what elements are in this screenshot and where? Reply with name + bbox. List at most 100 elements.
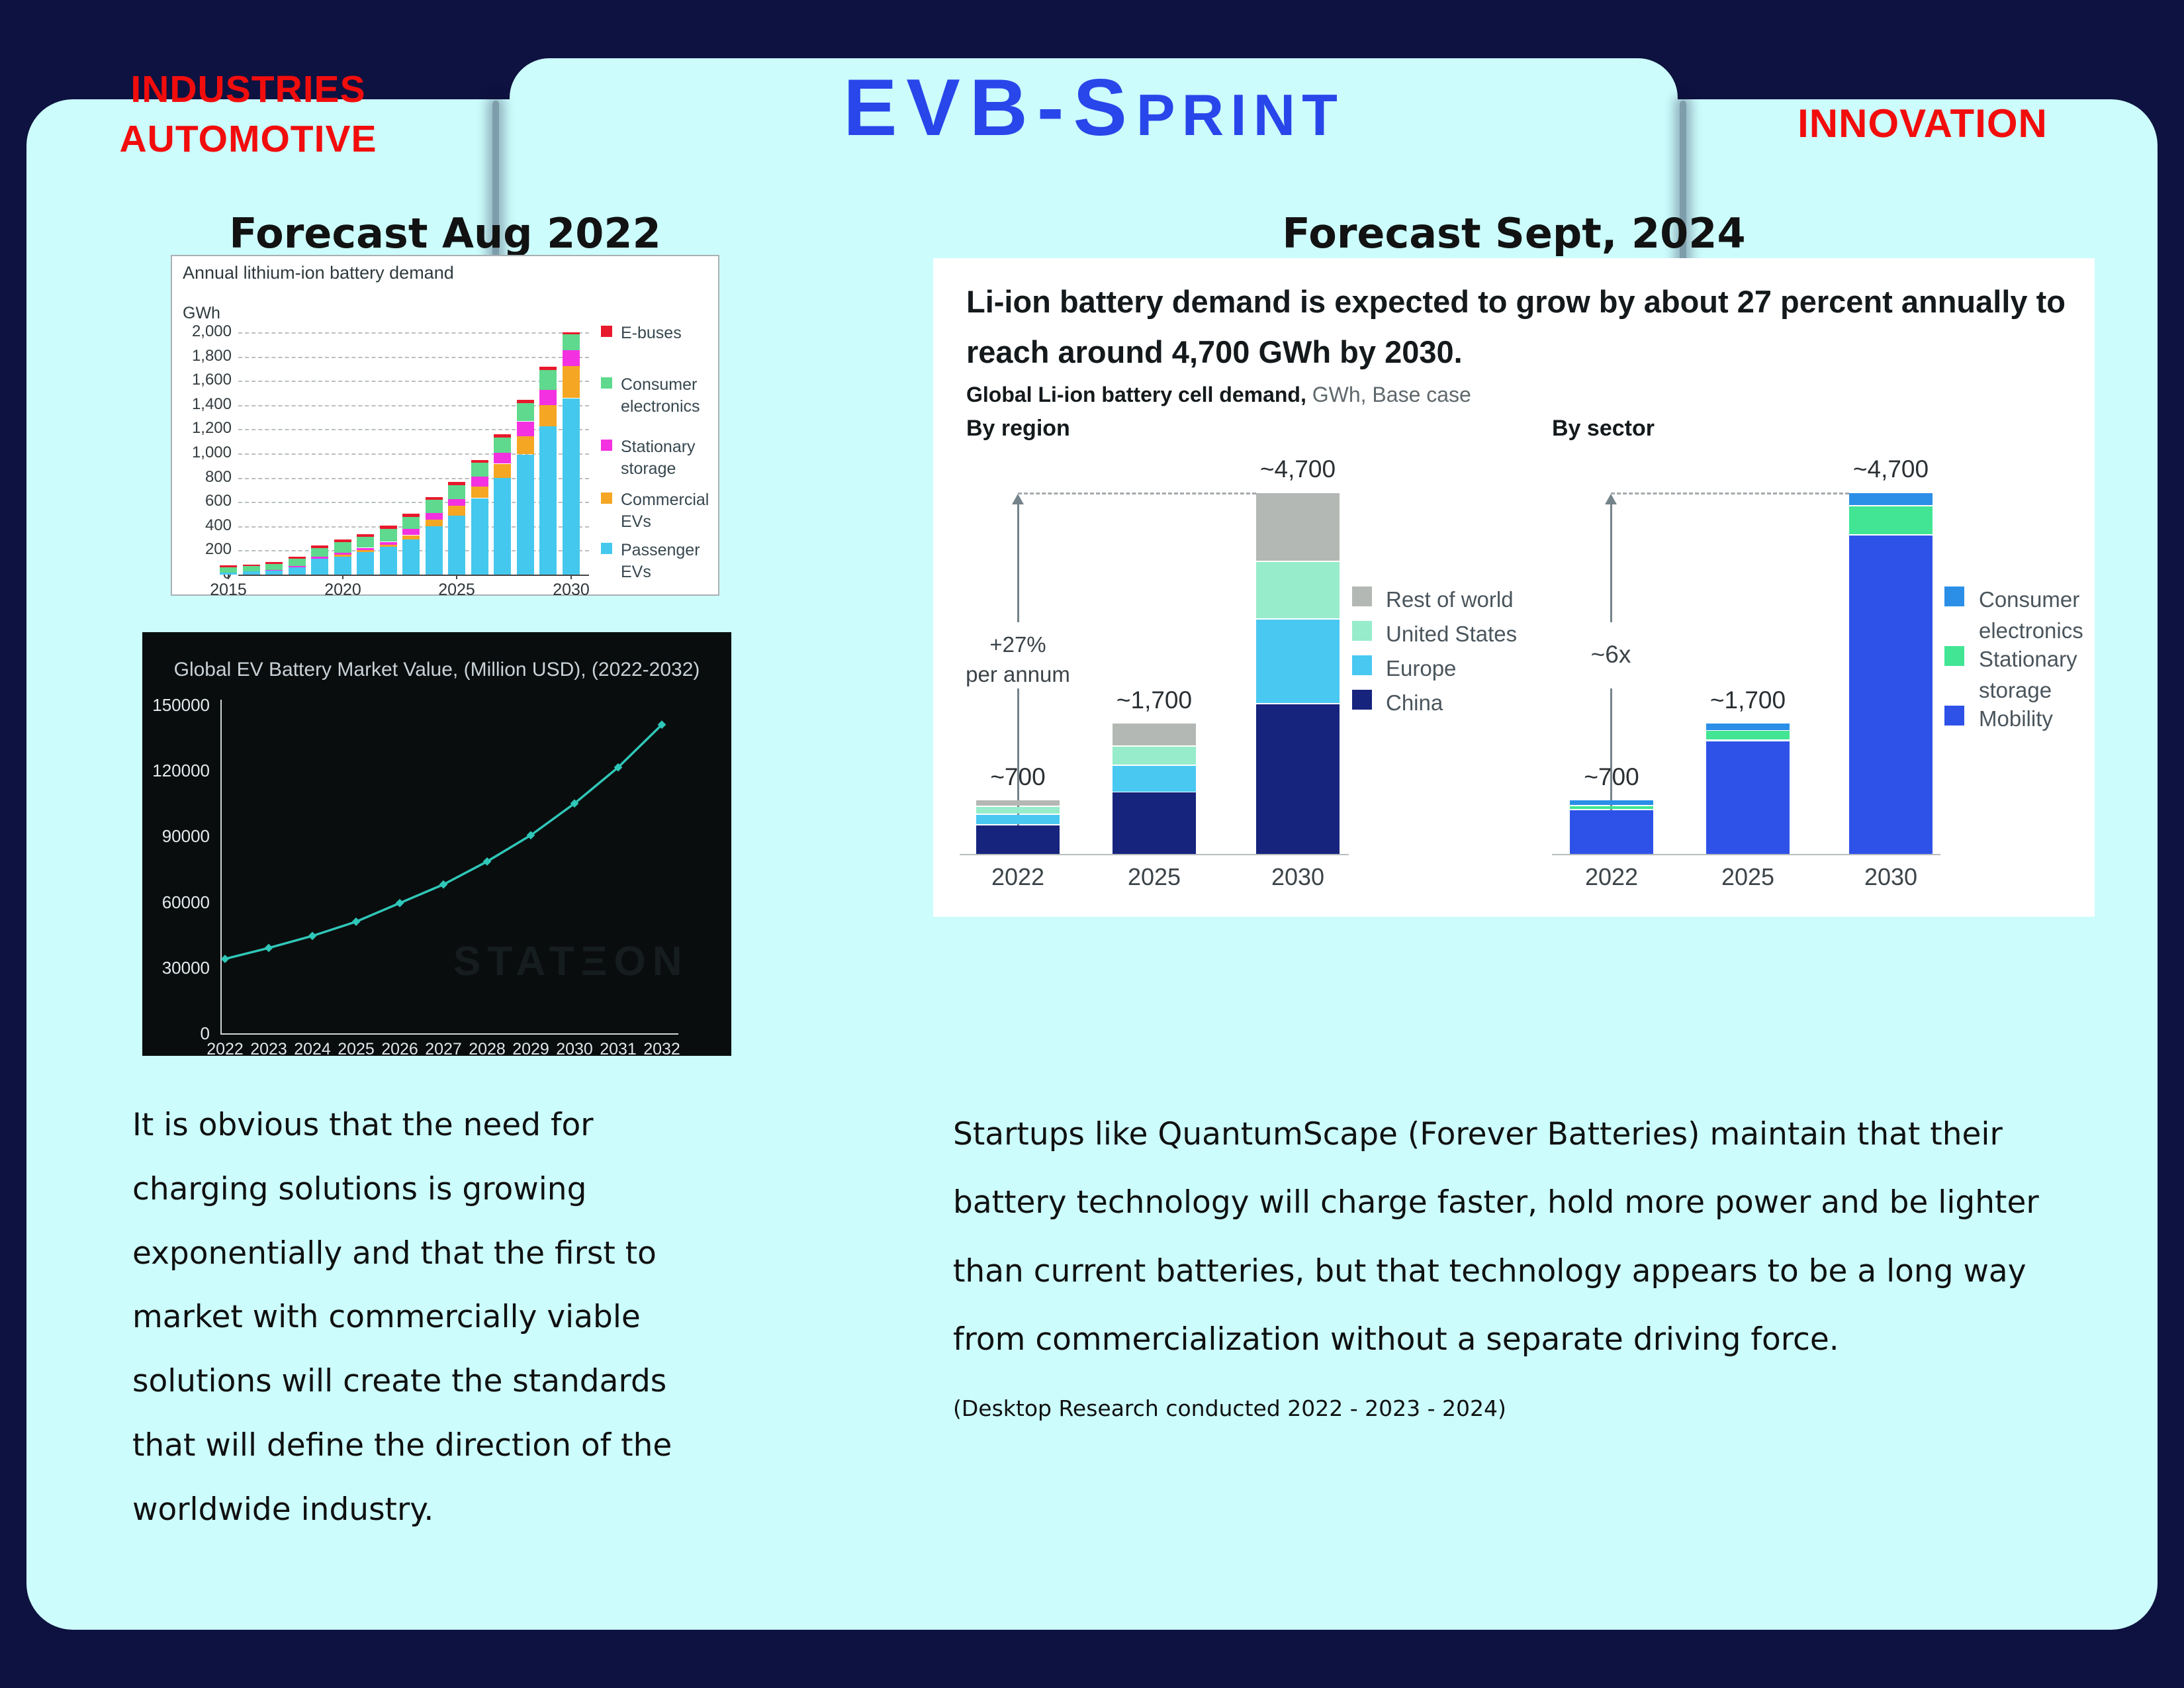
bar-segment [334, 539, 351, 542]
forecast-card-subtitle: Global Li-ion battery cell demand, GWh, … [966, 383, 1471, 407]
header-right-label: INNOVATION [1797, 101, 2048, 146]
bar-segment [517, 422, 534, 436]
forecast-card-heading: Li-ion battery demand is expected to gro… [966, 284, 2066, 370]
bar-segment [380, 528, 397, 541]
x-tick-label: 2030 [1271, 863, 1325, 890]
arrow-line [1610, 503, 1612, 622]
bar-segment [539, 367, 557, 370]
bar-total-label: ~1,700 [1709, 686, 1786, 714]
bar-segment [976, 815, 1060, 824]
bar-segment [1570, 800, 1653, 805]
bar-segment [265, 570, 283, 571]
forecast-card-subtitle-bold: Global Li-ion battery cell demand, [966, 383, 1306, 406]
legend-label: United States [1386, 622, 1518, 646]
bar-segment [494, 437, 511, 453]
bar-segment [357, 548, 374, 550]
bar-segment [357, 549, 374, 552]
y-tick-label: 30000 [161, 958, 210, 978]
grid-line [238, 405, 589, 406]
bar-total-label: ~1,700 [1116, 686, 1193, 714]
x-tick [228, 575, 229, 579]
bar-segment [1256, 562, 1340, 618]
legend-label: Rest of world [1386, 587, 1514, 612]
x-tick-label: 2031 [600, 1040, 637, 1058]
bar-segment [1706, 731, 1790, 739]
grid-line [238, 478, 589, 479]
left-paragraph: It is obvious that the need for charging… [132, 1107, 672, 1528]
bar-segment [220, 567, 237, 573]
bar-segment [380, 542, 397, 545]
legend-swatch [1352, 586, 1372, 606]
up-arrow-icon [1012, 494, 1024, 504]
y-tick-label: 60000 [161, 892, 210, 912]
bar-segment [1256, 493, 1340, 561]
y-tick-label: 200 [205, 540, 232, 558]
bar-segment [494, 478, 511, 575]
legend-swatch [1352, 655, 1372, 675]
y-tick-label: 2,000 [191, 322, 232, 340]
x-axis-line [1552, 854, 1940, 855]
arrow-line [1017, 688, 1019, 845]
chart-title: Annual lithium-ion battery demand [183, 263, 454, 283]
bar-segment [976, 825, 1060, 854]
grid-line [238, 381, 589, 382]
y-tick-label: 1,800 [191, 347, 232, 365]
bar-segment [494, 434, 511, 438]
bar-segment [311, 557, 328, 559]
x-tick-label: 2030 [553, 581, 590, 599]
up-arrow-icon [1605, 494, 1617, 504]
bar-segment [1113, 747, 1196, 765]
x-tick-label: 2023 [250, 1040, 287, 1058]
bar-segment [311, 559, 328, 575]
legend-swatch [1944, 586, 1964, 606]
x-tick [456, 575, 457, 579]
grid-line [238, 332, 589, 334]
y-tick-label: 1,200 [191, 419, 232, 437]
forecast-card-subtitle-rest: GWh, Base case [1306, 383, 1471, 406]
bar-segment [334, 553, 351, 555]
bar-segment [426, 526, 443, 575]
bar-segment [243, 565, 260, 566]
bar-segment [563, 350, 580, 366]
bar-segment [471, 460, 488, 463]
chart-subtitle: By region [966, 416, 1070, 441]
research-footnote: (Desktop Research conducted 2022 - 2023 … [953, 1395, 1506, 1421]
y-tick-label: 1,600 [191, 371, 232, 389]
left-column-title: Forecast Aug 2022 [229, 209, 661, 258]
bar-segment [1113, 724, 1196, 745]
bar-segment [289, 567, 306, 575]
bar-segment [448, 482, 465, 485]
bar-segment [426, 500, 443, 513]
x-axis-line [220, 1033, 678, 1035]
bar-segment [243, 571, 260, 575]
bar-segment [289, 566, 306, 567]
bar-segment [289, 559, 306, 566]
bar-segment [265, 562, 283, 564]
grid-line [238, 575, 589, 576]
legend-swatch [601, 492, 612, 504]
x-tick-label: 2025 [1721, 863, 1775, 890]
x-tick-label: 2022 [991, 863, 1045, 890]
y-tick-label: 90000 [161, 826, 210, 846]
bar-segment [539, 370, 557, 390]
x-tick-label: 2025 [338, 1040, 375, 1058]
legend-label: Passenger EVs [621, 541, 700, 581]
bar-segment [448, 506, 465, 516]
grid-line [238, 453, 589, 455]
grid-line [238, 429, 589, 430]
brand-title: EVB-SPRINT [510, 61, 1678, 154]
chart-subtitle: By sector [1552, 416, 1655, 441]
bar-segment [471, 463, 488, 477]
bar-segment [402, 529, 420, 535]
grid-line [238, 357, 589, 358]
bar-segment [311, 545, 328, 548]
bar-segment [1706, 724, 1790, 730]
growth-annotation: per annum [966, 662, 1070, 686]
bar-segment [357, 552, 374, 575]
brand-title-big: EVB-S [843, 62, 1136, 152]
bar-segment [539, 426, 557, 575]
bar-segment [380, 547, 397, 575]
brand-title-small: PRINT [1136, 82, 1344, 148]
bar-segment [1113, 792, 1196, 854]
